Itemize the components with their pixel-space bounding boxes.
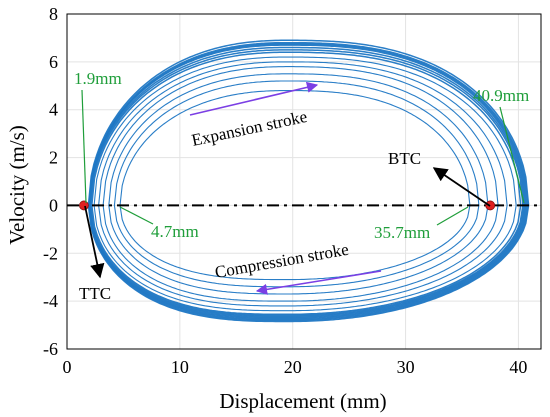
x-axis-title: Displacement (mm) (219, 389, 386, 413)
x-tick-label: 30 (397, 357, 415, 377)
annot-inner-min: 4.7mm (151, 222, 199, 241)
y-tick-label: -6 (43, 339, 58, 359)
velocity-loops (87, 39, 530, 323)
velocity-loop (93, 56, 517, 312)
btc-arrow (432, 167, 491, 207)
marker-ttc (79, 200, 89, 211)
ttc-label: TTC (79, 284, 111, 303)
ttc-arrow (84, 205, 105, 279)
compression-stroke-label: Compression stroke (213, 240, 350, 282)
y-tick-label: 2 (49, 148, 58, 168)
plot-frame (66, 13, 542, 350)
y-tick-label: 8 (49, 4, 58, 24)
annot-inner-max: 35.7mm (374, 223, 430, 242)
x-tick-label: 0 (63, 357, 72, 377)
expansion-stroke-arrow (189, 81, 319, 116)
annot-min-displacement-leader (81, 89, 87, 204)
y-tick-label: -4 (43, 291, 58, 311)
velocity-loop (89, 49, 524, 317)
y-tick-label: 6 (49, 52, 58, 72)
expansion-stroke-label: Expansion stroke (190, 107, 309, 150)
x-tick-label: 20 (284, 357, 302, 377)
y-tick-label: -2 (43, 243, 58, 263)
btc-label: BTC (388, 149, 421, 168)
annot-max-displacement: 40.9mm (473, 86, 529, 105)
x-tick-label: 40 (509, 357, 527, 377)
y-axis-title: Velocity (m/s) (5, 125, 29, 245)
annot-inner-min-leader (119, 206, 154, 225)
annot-min-displacement: 1.9mm (74, 69, 122, 88)
velocity-loop (98, 61, 508, 307)
y-tick-label: 4 (49, 100, 58, 120)
y-tick-labels: -6 -4 -2 0 2 4 6 8 (43, 4, 58, 359)
y-tick-label: 0 (49, 195, 58, 215)
annot-inner-max-leader (436, 206, 469, 226)
compression-stroke-arrow (255, 270, 382, 295)
annot-max-displacement-leader (499, 106, 525, 204)
x-tick-label: 10 (171, 357, 189, 377)
grid-lines (66, 13, 541, 350)
x-tick-labels: 0 10 20 30 40 (63, 357, 528, 377)
